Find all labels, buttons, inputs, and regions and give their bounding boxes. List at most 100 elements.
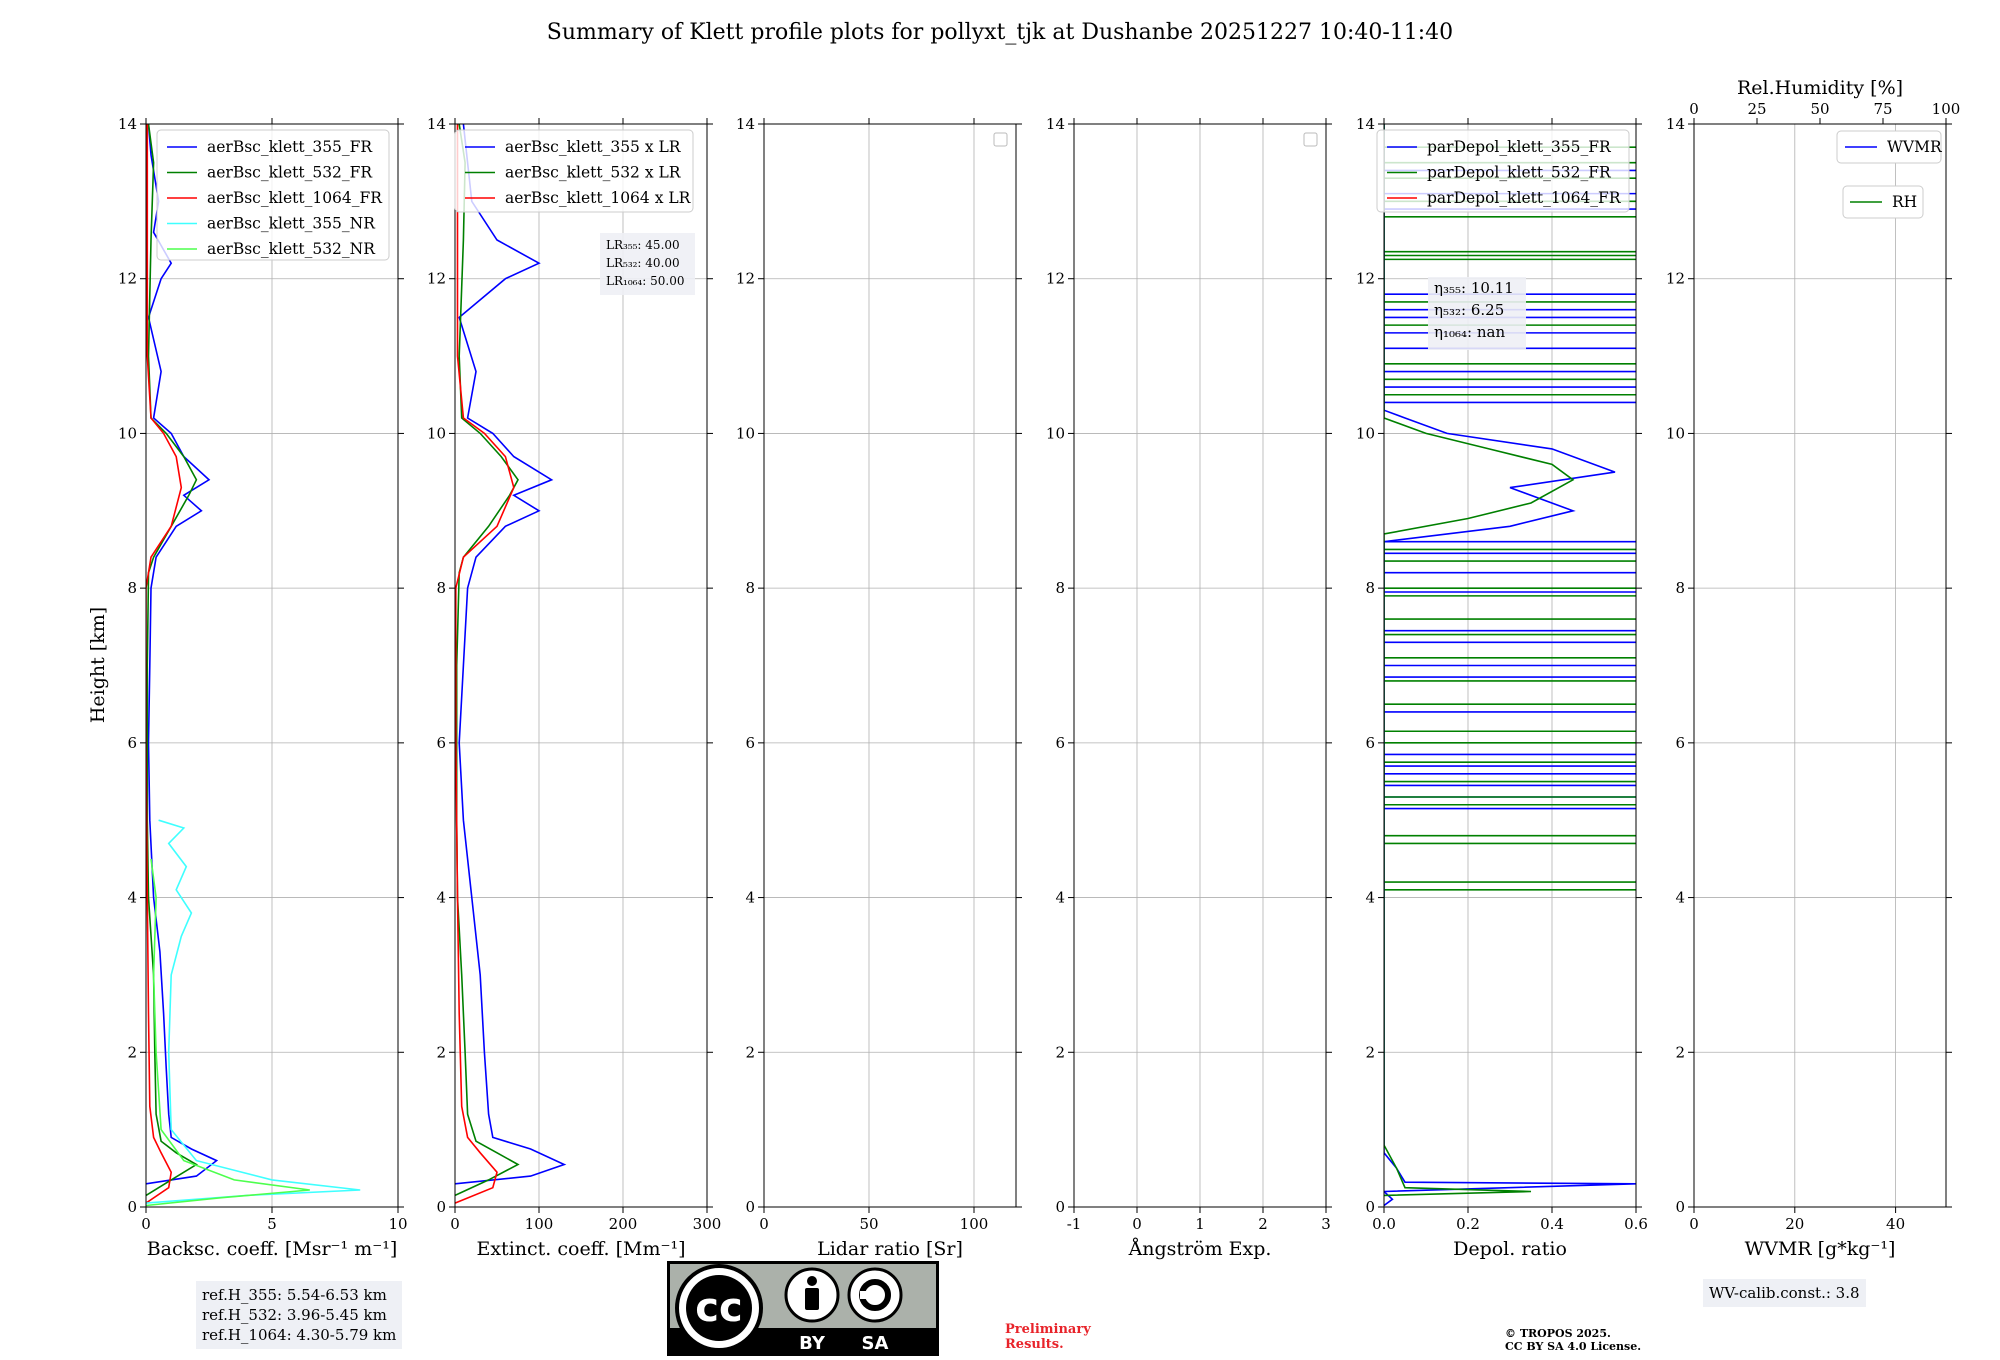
- y-axis-label: Height [km]: [87, 607, 109, 723]
- y-tick-label: 14: [427, 115, 446, 133]
- annotation-line: LR₁₀₆₄: 50.00: [606, 274, 684, 288]
- x2-tick-label: 0: [1689, 100, 1699, 118]
- legend-box-wvmr: [1836, 130, 1942, 164]
- x2-axis-label: Rel.Humidity [%]: [1737, 77, 1903, 99]
- y-tick-label: 0: [1675, 1198, 1685, 1216]
- series-line-aerBsc_klett_355 x LR: [455, 124, 567, 1185]
- y-tick-label: 4: [127, 889, 137, 907]
- y-tick-label: 14: [118, 115, 137, 133]
- by-label: BY: [799, 1333, 826, 1354]
- y-tick-label: 6: [745, 734, 755, 752]
- y-tick-label: 4: [1055, 889, 1065, 907]
- y-tick-label: 2: [127, 1043, 137, 1061]
- y-tick-label: 10: [118, 424, 137, 442]
- series-line-aerBsc_klett_532_FR: [146, 124, 198, 1197]
- legend-box: [1376, 129, 1630, 213]
- series-line-aerBsc_klett_532_NR: [146, 858, 310, 1207]
- annotation-line: η₅₃₂: 6.25: [1434, 301, 1504, 319]
- annotation-box: [1428, 277, 1526, 350]
- panel-5: 0.0 0.2 0.4 0.6 0 2 4 6 8 10 12 14 Depol. ratio parDe…: [1356, 115, 1648, 1260]
- annotation-line: LR₅₃₂: 40.00: [606, 256, 680, 270]
- x-tick-label: 300: [693, 1215, 722, 1233]
- figure-title: Summary of Klett profile plots for polly…: [546, 20, 1454, 45]
- x-tick-label: 0: [1132, 1215, 1142, 1233]
- x-tick-label: 0: [141, 1215, 151, 1233]
- y-tick-label: 2: [1675, 1043, 1685, 1061]
- legend-entry: aerBsc_klett_1064_FR: [207, 189, 383, 207]
- y-tick-label: 0: [1055, 1198, 1065, 1216]
- x2-tick-label: 50: [1810, 100, 1829, 118]
- legend-entry: parDepol_klett_532_FR: [1427, 164, 1612, 182]
- x-tick-label: 100: [960, 1215, 989, 1233]
- y-tick-label: 4: [436, 889, 446, 907]
- annotation-line: η₁₀₆₄: nan: [1434, 323, 1505, 341]
- y-tick-label: 6: [127, 734, 137, 752]
- annotation-line: η₃₅₅: 10.11: [1434, 279, 1514, 297]
- legend-entry: RH: [1892, 193, 1917, 211]
- person-head: [807, 1276, 817, 1286]
- annotation-box: [600, 233, 695, 295]
- axes-frame: [763, 123, 1017, 1208]
- y-tick-label: 0: [1365, 1198, 1375, 1216]
- x-tick-label: 0: [1689, 1215, 1699, 1233]
- y-tick-label: 8: [1365, 579, 1375, 597]
- ref-height-1064: ref.H_1064: 4.30-5.79 km: [202, 1326, 397, 1344]
- sa-arrow-gap: [860, 1291, 870, 1299]
- x2-tick-label: 75: [1873, 100, 1892, 118]
- legend-entry: aerBsc_klett_355_NR: [207, 215, 376, 233]
- legend-entry: aerBsc_klett_355 x LR: [505, 138, 682, 156]
- x-tick-label: 3: [1321, 1215, 1331, 1233]
- y-tick-label: 8: [127, 579, 137, 597]
- wv-calibration-box: WV-calib.const.: 3.8: [1703, 1279, 1866, 1307]
- x-axis-label: WVMR [g*kg⁻¹]: [1745, 1238, 1896, 1260]
- x-tick-label: 0.6: [1624, 1215, 1648, 1233]
- panel-6: 0 20 40 0 2 4 6 8 10 12 14 WVMR [g*kg⁻¹] 0 25 50 75 100 R…: [1666, 77, 1960, 1260]
- x-tick-label: -1: [1067, 1215, 1082, 1233]
- axes-frame: [454, 123, 708, 1208]
- series-line-aerBsc_klett_1064_FR: [146, 124, 183, 1204]
- y-tick-label: 6: [436, 734, 446, 752]
- copyright-note: © TROPOS 2025. CC BY SA 4.0 License.: [1505, 1327, 1641, 1353]
- legend-entry: aerBsc_klett_532_FR: [207, 164, 373, 182]
- legend-entry: aerBsc_klett_532_NR: [207, 240, 376, 258]
- x-tick-label: 50: [859, 1215, 878, 1233]
- y-tick-label: 8: [436, 579, 446, 597]
- cc-label: cc: [695, 1285, 742, 1331]
- empty-legend-box: [1303, 132, 1318, 147]
- annotation-line: LR₃₅₅: 45.00: [606, 238, 680, 252]
- y-tick-label: 2: [1055, 1043, 1065, 1061]
- y-tick-label: 4: [745, 889, 755, 907]
- x-tick-label: 40: [1886, 1215, 1905, 1233]
- x-tick-label: 0: [759, 1215, 769, 1233]
- x2-tick-label: 100: [1932, 100, 1961, 118]
- series-line-aerBsc_klett_355_NR: [146, 819, 361, 1204]
- legend-entry: aerBsc_klett_532 x LR: [505, 164, 682, 182]
- y-tick-label: 0: [436, 1198, 446, 1216]
- y-tick-label: 10: [1666, 424, 1685, 442]
- x-axis-label: Extinct. coeff. [Mm⁻¹]: [476, 1238, 685, 1260]
- reference-height-box: ref.H_355: 5.54-6.53 km ref.H_532: 3.96-…: [196, 1281, 403, 1349]
- y-tick-label: 10: [427, 424, 446, 442]
- y-tick-label: 4: [1365, 889, 1375, 907]
- ref-height-355: ref.H_355: 5.54-6.53 km: [202, 1286, 387, 1304]
- y-tick-label: 2: [1365, 1043, 1375, 1061]
- x-tick-label: 1: [1195, 1215, 1205, 1233]
- x-tick-label: 10: [388, 1215, 407, 1233]
- y-tick-label: 10: [1356, 424, 1375, 442]
- panel-2: 0 100 200 300 0 2 4 6 8 10 12 14 Extinct. coeff. [Mm…: [427, 115, 721, 1260]
- x-axis-label: Ångström Exp.: [1128, 1238, 1272, 1260]
- x-axis-label: Lidar ratio [Sr]: [817, 1238, 963, 1260]
- x-axis-label: Backsc. coeff. [Msr⁻¹ m⁻¹]: [147, 1238, 398, 1260]
- y-tick-label: 10: [1046, 424, 1065, 442]
- legend-box: [156, 129, 390, 261]
- x-tick-label: 100: [525, 1215, 554, 1233]
- person-body: [805, 1288, 819, 1310]
- x-tick-label: 0.2: [1456, 1215, 1480, 1233]
- y-tick-label: 10: [736, 424, 755, 442]
- legend-entry: aerBsc_klett_1064 x LR: [505, 189, 692, 207]
- series-line-parDepol_klett_532_FR: [1384, 124, 1575, 1197]
- y-tick-label: 0: [745, 1198, 755, 1216]
- y-tick-label: 4: [1675, 889, 1685, 907]
- x-tick-label: 0.0: [1372, 1215, 1396, 1233]
- x-tick-label: 2: [1258, 1215, 1268, 1233]
